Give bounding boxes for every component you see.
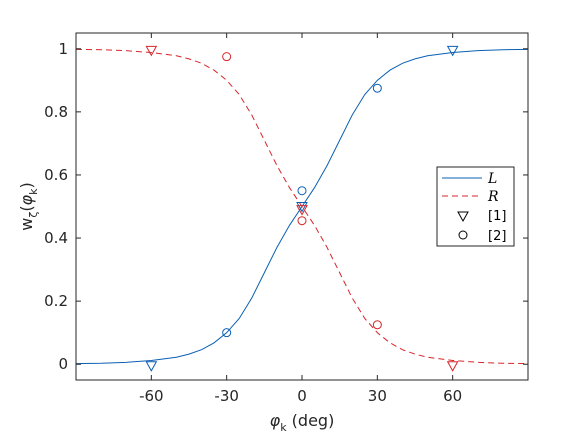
data-point-ref1 xyxy=(446,45,459,57)
legend-marker-circle xyxy=(458,230,468,240)
y-tick-label: 0 xyxy=(58,355,68,373)
y-tick-label: 1 xyxy=(58,40,68,58)
y-axis-label-open: ( xyxy=(17,205,36,211)
y-axis-label-close: ) xyxy=(17,182,36,188)
x-axis-label-sub: k xyxy=(280,421,287,434)
legend-marker-triangle xyxy=(457,211,469,223)
legend: L R [1] [2] xyxy=(436,166,515,247)
y-tick-label: 0.2 xyxy=(44,292,68,310)
data-point-ref1 xyxy=(446,361,459,372)
data-point-ref2 xyxy=(222,52,232,62)
legend-label-r: R xyxy=(487,189,499,205)
x-axis-label-symbol: φ xyxy=(270,411,281,430)
x-tick-label: 30 xyxy=(368,387,387,405)
data-point-ref2 xyxy=(297,186,307,196)
data-point-ref1 xyxy=(296,202,308,213)
x-axis-label: φk (deg) xyxy=(270,411,335,434)
y-axis-label-phi: φ xyxy=(17,194,36,205)
marker-layer xyxy=(145,45,459,372)
x-tick-label: -60 xyxy=(139,387,164,405)
x-tick-label: 0 xyxy=(297,387,307,405)
data-point-ref2 xyxy=(297,216,307,226)
x-tick-label: -30 xyxy=(214,387,239,405)
y-tick-label: 0.6 xyxy=(44,166,68,184)
data-point-ref1 xyxy=(145,45,158,57)
y-tick-label: 0.8 xyxy=(44,103,68,121)
ticks-layer: -60 -30 0 30 60 0 0.2 0.4 0.6 0.8 1 xyxy=(44,33,528,405)
legend-label-l: L xyxy=(487,171,497,187)
legend-box xyxy=(436,166,515,247)
plot-area: -60 -30 0 30 60 0 0.2 0.4 0.6 0.8 1 xyxy=(44,32,529,405)
y-axis-label-main: w xyxy=(17,218,36,231)
y-axis-label-sub1: ζ xyxy=(27,212,40,218)
x-tick-label: 60 xyxy=(443,387,462,405)
y-axis-label: wζ(φk) xyxy=(17,182,40,231)
data-point-ref2 xyxy=(372,83,382,93)
data-point-ref1 xyxy=(296,205,308,216)
data-point-ref2 xyxy=(222,328,232,338)
y-axis-label-sub2: k xyxy=(27,188,40,195)
series-line-r xyxy=(75,48,529,365)
x-axis-label-unit: (deg) xyxy=(287,411,335,430)
legend-label-ref2: [2] xyxy=(488,229,506,244)
series-layer xyxy=(75,48,529,365)
legend-label-ref1: [1] xyxy=(488,209,506,224)
data-point-ref2 xyxy=(372,320,382,330)
y-tick-label: 0.4 xyxy=(44,229,68,247)
data-point-ref1 xyxy=(145,361,158,372)
